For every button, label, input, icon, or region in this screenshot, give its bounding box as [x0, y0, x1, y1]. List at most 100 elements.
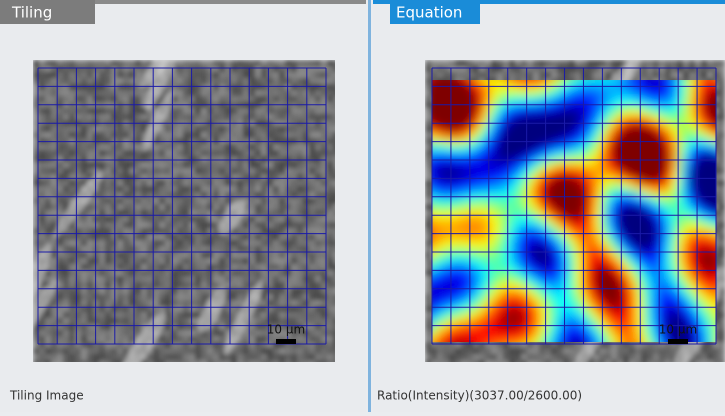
- texture-cell: [81, 168, 87, 174]
- texture-cell: [141, 162, 147, 168]
- texture-cell: [99, 336, 105, 342]
- texture-cell: [327, 294, 333, 300]
- texture-cell: [297, 126, 303, 132]
- texture-cell: [177, 312, 183, 318]
- texture-cell: [273, 300, 279, 306]
- texture-cell: [249, 258, 255, 264]
- texture-cell: [141, 234, 147, 240]
- texture-cell: [291, 204, 297, 210]
- texture-cell: [273, 312, 279, 318]
- texture-cell: [183, 234, 189, 240]
- texture-cell: [105, 258, 111, 264]
- texture-cell: [659, 66, 665, 72]
- texture-cell: [327, 258, 333, 264]
- texture-cell: [533, 72, 539, 78]
- texture-cell: [249, 162, 255, 168]
- texture-cell: [147, 186, 153, 192]
- texture-cell: [327, 222, 333, 228]
- texture-cell: [51, 246, 57, 252]
- texture-cell: [309, 78, 315, 84]
- texture-cell: [99, 276, 105, 282]
- texture-cell: [321, 60, 327, 66]
- texture-cell: [237, 258, 243, 264]
- texture-cell: [99, 252, 105, 258]
- texture-cell: [147, 252, 153, 258]
- texture-cell: [249, 330, 255, 336]
- texture-cell: [99, 318, 105, 324]
- texture-cell: [183, 174, 189, 180]
- texture-cell: [569, 66, 575, 72]
- texture-cell: [57, 126, 63, 132]
- texture-cell: [219, 246, 225, 252]
- texture-cell: [291, 78, 297, 84]
- texture-cell: [87, 318, 93, 324]
- texture-cell: [87, 264, 93, 270]
- texture-cell: [213, 186, 219, 192]
- texture-cell: [291, 264, 297, 270]
- texture-cell: [39, 156, 45, 162]
- texture-cell: [51, 162, 57, 168]
- texture-cell: [159, 282, 165, 288]
- texture-cell: [273, 156, 279, 162]
- texture-cell: [39, 126, 45, 132]
- texture-cell: [437, 60, 443, 66]
- texture-cell: [99, 342, 105, 348]
- texture-cell: [425, 270, 431, 276]
- texture-cell: [183, 354, 189, 360]
- texture-cell: [201, 126, 207, 132]
- texture-cell: [261, 198, 267, 204]
- texture-cell: [159, 336, 165, 342]
- texture-cell: [177, 162, 183, 168]
- texture-cell: [719, 228, 725, 234]
- texture-cell: [297, 162, 303, 168]
- texture-cell: [303, 336, 309, 342]
- texture-cell: [303, 114, 309, 120]
- texture-cell: [249, 348, 255, 354]
- texture-cell: [45, 324, 51, 330]
- texture-cell: [105, 132, 111, 138]
- texture-cell: [45, 78, 51, 84]
- texture-cell: [99, 138, 105, 144]
- texture-cell: [237, 300, 243, 306]
- texture-cell: [327, 270, 333, 276]
- texture-cell: [183, 330, 189, 336]
- texture-cell: [81, 96, 87, 102]
- texture-cell: [135, 138, 141, 144]
- texture-cell: [219, 252, 225, 258]
- texture-cell: [491, 72, 497, 78]
- texture-cell: [117, 108, 123, 114]
- texture-cell: [309, 60, 315, 66]
- texture-cell: [39, 132, 45, 138]
- texture-cell: [105, 96, 111, 102]
- texture-cell: [315, 174, 321, 180]
- texture-cell: [309, 162, 315, 168]
- texture-cell: [87, 156, 93, 162]
- texture-cell: [207, 234, 213, 240]
- texture-cell: [315, 186, 321, 192]
- texture-cell: [449, 60, 455, 66]
- texture-cell: [327, 102, 333, 108]
- texture-cell: [303, 72, 309, 78]
- texture-cell: [123, 126, 129, 132]
- texture-cell: [69, 144, 75, 150]
- texture-cell: [207, 264, 213, 270]
- texture-cell: [261, 186, 267, 192]
- texture-cell: [147, 258, 153, 264]
- texture-cell: [69, 72, 75, 78]
- texture-cell: [117, 354, 123, 360]
- texture-cell: [177, 60, 183, 66]
- texture-cell: [237, 132, 243, 138]
- texture-cell: [425, 192, 431, 198]
- texture-cell: [449, 66, 455, 72]
- texture-cell: [201, 132, 207, 138]
- texture-cell: [201, 174, 207, 180]
- texture-cell: [497, 72, 503, 78]
- texture-cell: [527, 66, 533, 72]
- texture-cell: [261, 312, 267, 318]
- texture-cell: [147, 276, 153, 282]
- texture-cell: [455, 60, 461, 66]
- texture-cell: [291, 84, 297, 90]
- texture-cell: [255, 252, 261, 258]
- texture-cell: [261, 78, 267, 84]
- texture-cell: [81, 66, 87, 72]
